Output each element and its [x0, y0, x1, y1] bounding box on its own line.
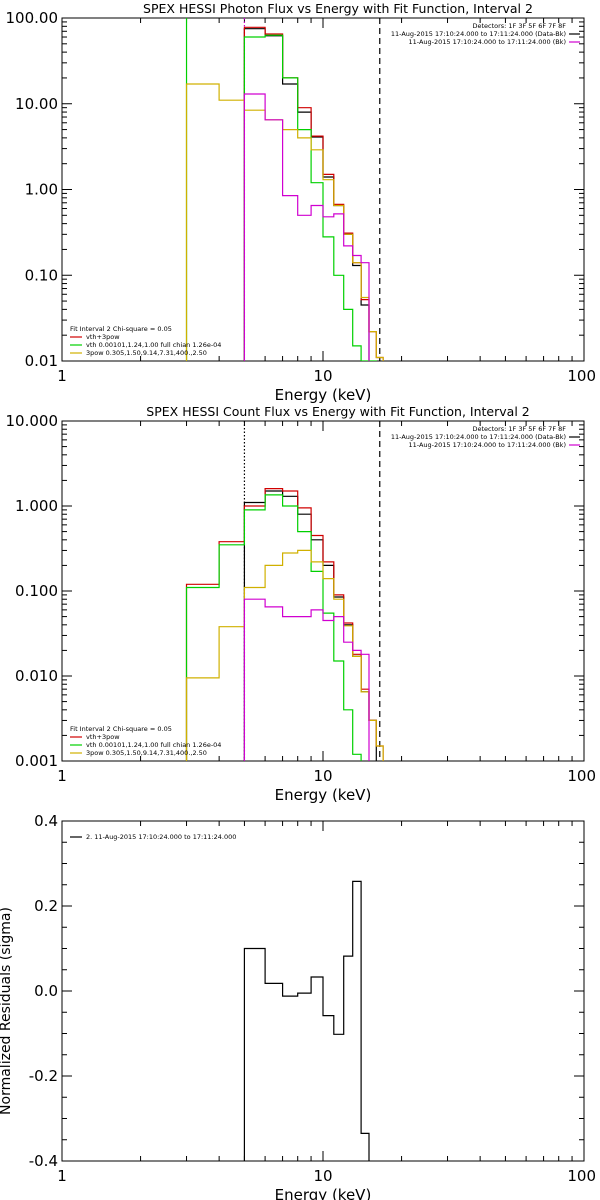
chart-title: SPEX HESSI Photon Flux vs Energy with Fi… [143, 1, 533, 16]
y-tick-label: 0.4 [34, 812, 58, 830]
y-tick-label: 0.100 [15, 582, 58, 600]
y-tick-label: 0.01 [25, 352, 58, 370]
series-line-vth [243, 34, 377, 361]
x-axis-label: Energy (keV) [275, 386, 372, 404]
header-text: 11-Aug-2015 17:10:24.000 to 17:11:24.000… [409, 38, 566, 46]
x-tick-label: 10 [313, 367, 332, 385]
series-line-bk [243, 93, 370, 361]
series-line-vth-3pow [185, 488, 384, 761]
residuals-panel: 1 10 100 -0.4 -0.2 0.0 0.2 0.4 Energy (keV) Norma… [0, 812, 596, 1200]
series-line-vth-3pow [243, 26, 384, 361]
legend-text: vth+3pow [86, 733, 120, 741]
x-tick-label: 1 [57, 367, 67, 385]
count-flux-panel: 1 10 100 0.001 0.010 0.100 1.000 10.000 SPEX HES… [6, 404, 597, 804]
y-tick-label: 0.010 [15, 667, 58, 685]
series-line-3pow [185, 83, 384, 361]
chart-title: SPEX HESSI Count Flux vs Energy with Fit… [146, 404, 529, 419]
x-tick-label: 100 [567, 767, 596, 785]
y-tick-label: -0.2 [29, 1067, 58, 1085]
legend-text: 2. 11-Aug-2015 17:10:24.000 to 17:11:24.… [86, 833, 236, 841]
legend-text: Fit Interval 2 Chi-square = 0.05 [70, 725, 172, 733]
y-tick-label: 10.00 [15, 95, 58, 113]
header-text: 11-Aug-2015 17:10:24.000 to 17:11:24.000… [391, 30, 566, 38]
legend-text: vth+3pow [86, 333, 120, 341]
x-axis-label: Energy (keV) [275, 1186, 372, 1200]
series-line-residuals [243, 880, 370, 1161]
x-tick-label: 10 [313, 1167, 332, 1185]
series-line-3pow [185, 549, 384, 761]
x-tick-label: 100 [567, 367, 596, 385]
header-text: 11-Aug-2015 17:10:24.000 to 17:11:24.000… [391, 433, 566, 441]
plot-area [185, 421, 384, 761]
x-axis-label: Energy (keV) [275, 786, 372, 804]
plot-area [243, 880, 370, 1161]
y-tick-label: 10.000 [6, 412, 59, 430]
y-tick-label: -0.4 [29, 1152, 58, 1170]
y-tick-label: 0.001 [15, 752, 58, 770]
y-tick-label: 0.0 [34, 982, 58, 1000]
series-line-vth [185, 494, 362, 761]
legend-text: Fit Interval 2 Chi-square = 0.05 [70, 325, 172, 333]
x-tick-label: 10 [313, 767, 332, 785]
x-tick-label: 1 [57, 1167, 67, 1185]
y-tick-label: 1.000 [15, 497, 58, 515]
legend-text: 3pow 0.305,1.50,9.14,7.31,400.,2.50 [86, 349, 207, 357]
y-axis-label: Normalized Residuals (sigma) [0, 907, 14, 1115]
y-tick-label: 0.2 [34, 897, 58, 915]
x-tick-label: 100 [567, 1167, 596, 1185]
y-tick-label: 100.00 [6, 9, 59, 27]
legend-text: vth 0.00101,1.24,1.00 full chian 1.26e-0… [86, 741, 221, 749]
y-tick-label: 1.00 [25, 181, 58, 199]
legend-text: vth 0.00101,1.24,1.00 full chian 1.26e-0… [86, 341, 221, 349]
plot-area [185, 18, 384, 361]
legend-text: 3pow 0.305,1.50,9.14,7.31,400.,2.50 [86, 749, 207, 757]
series-line-data-bk [243, 28, 370, 361]
header-text: 11-Aug-2015 17:10:24.000 to 17:11:24.000… [409, 441, 566, 449]
header-text: Detectors: 1F 3F 5F 6F 7F 8F [472, 425, 566, 433]
x-tick-label: 1 [57, 767, 67, 785]
y-tick-label: 0.10 [25, 266, 58, 284]
header-text: Detectors: 1F 3F 5F 6F 7F 8F [472, 22, 566, 30]
photon-flux-panel: 1 10 100 0.01 0.10 1.00 10.00 100.00 SPEX HESSI … [6, 1, 597, 404]
series-line-bk [243, 598, 370, 761]
